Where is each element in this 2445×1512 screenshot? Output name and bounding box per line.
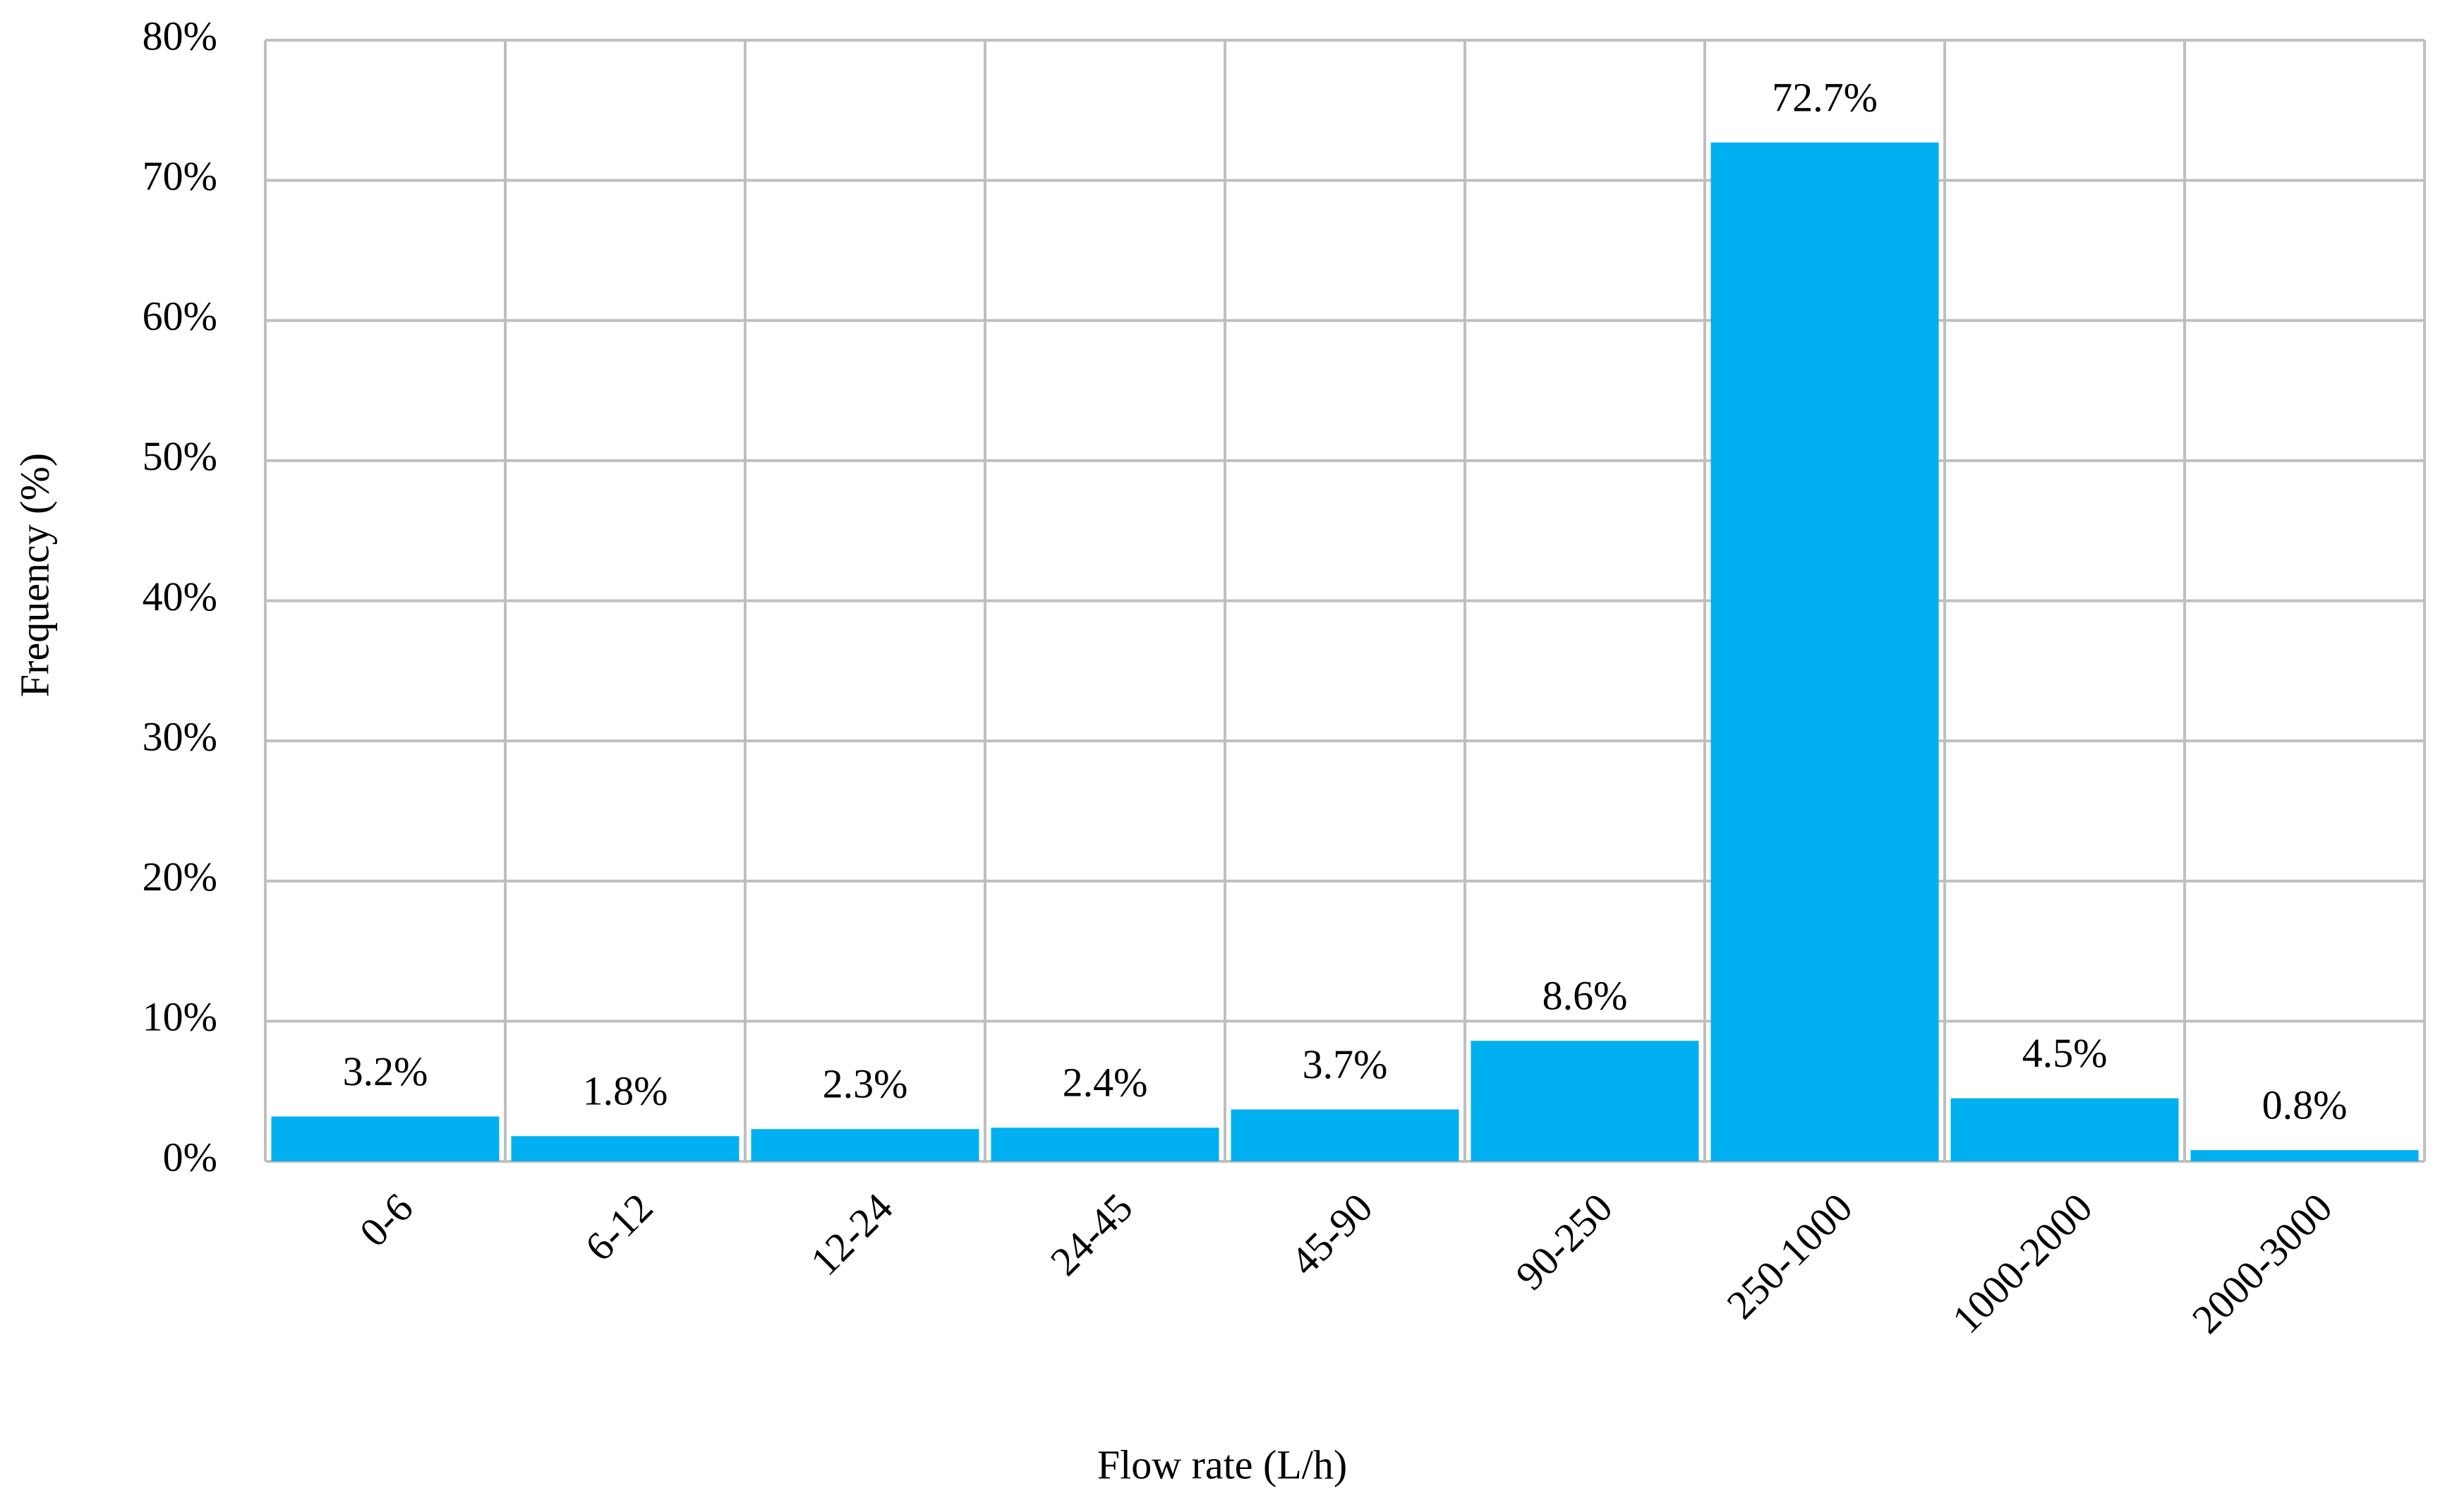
bar [751, 1129, 979, 1161]
y-tick-label: 10% [143, 994, 217, 1040]
bar [1710, 142, 1939, 1162]
x-tick-label: 1000-2000 [1943, 1185, 2101, 1343]
bar [991, 1127, 1219, 1161]
y-tick-label: 0% [163, 1134, 217, 1180]
x-tick-label: 24-45 [1042, 1185, 1142, 1285]
data-label: 3.7% [1303, 1041, 1388, 1087]
bar [511, 1136, 739, 1161]
bar [271, 1116, 500, 1161]
x-axis-title: Flow rate (L/h) [1097, 1441, 1347, 1487]
data-label: 8.6% [1543, 972, 1628, 1018]
bar [1950, 1098, 2179, 1161]
y-tick-label: 40% [143, 574, 217, 619]
data-label: 3.2% [343, 1048, 428, 1094]
y-tick-label: 20% [143, 854, 217, 900]
y-tick-label: 30% [143, 713, 217, 759]
y-tick-label: 70% [143, 153, 217, 199]
bar [2190, 1150, 2419, 1161]
y-tick-label: 60% [143, 294, 217, 339]
x-tick-label: 0-6 [351, 1185, 422, 1256]
data-label: 72.7% [1772, 74, 1878, 120]
bar [1471, 1041, 1699, 1161]
data-label: 2.4% [1063, 1060, 1148, 1106]
x-tick-label: 250-1000 [1717, 1185, 1861, 1328]
y-axis-title: Frequency (%) [11, 453, 57, 697]
x-tick-label: 90-250 [1507, 1185, 1621, 1299]
bar [1231, 1109, 1459, 1161]
y-tick-label: 50% [143, 433, 217, 479]
x-tick-label: 45-90 [1281, 1185, 1382, 1285]
data-label: 0.8% [2262, 1082, 2348, 1127]
data-label: 4.5% [2022, 1030, 2108, 1076]
y-tick-label: 80% [143, 13, 217, 59]
x-tick-label: 12-24 [802, 1185, 902, 1285]
x-tick-label: 6-12 [576, 1185, 661, 1270]
data-label: 1.8% [583, 1068, 668, 1114]
data-label: 2.3% [823, 1061, 908, 1107]
x-tick-label: 2000-3000 [2183, 1185, 2341, 1343]
